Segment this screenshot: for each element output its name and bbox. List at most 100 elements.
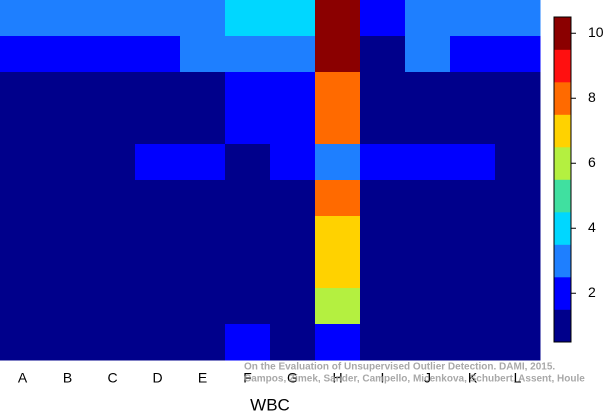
heatmap-cell	[405, 72, 451, 109]
heatmap-cell	[0, 324, 46, 361]
heatmap-cell	[180, 72, 226, 109]
heatmap-cell	[450, 72, 496, 109]
heatmap-cell	[45, 216, 91, 253]
colorbar-band	[554, 114, 571, 148]
heatmap-cell	[450, 180, 496, 217]
x-tick-label: J	[424, 370, 431, 386]
heatmap-cell	[315, 180, 361, 217]
heatmap-cell	[405, 144, 451, 181]
heatmap-cell	[495, 36, 541, 73]
heatmap-cell	[495, 0, 541, 37]
heatmap-cell	[360, 216, 406, 253]
heatmap-cell	[135, 216, 181, 253]
heatmap-cell	[180, 288, 226, 325]
heatmap-cell	[315, 288, 361, 325]
heatmap-cell	[135, 324, 181, 361]
heatmap-cell	[360, 252, 406, 289]
heatmap-cell	[45, 72, 91, 109]
heatmap-cell	[45, 324, 91, 361]
heatmap-cell	[135, 0, 181, 37]
heatmap-cell	[315, 324, 361, 361]
heatmap-cell	[45, 144, 91, 181]
heatmap-cell	[45, 288, 91, 325]
heatmap-cell	[360, 144, 406, 181]
heatmap-cell	[90, 288, 136, 325]
heatmap-cell	[180, 180, 226, 217]
colorbar-band	[554, 277, 571, 310]
x-tick-label: B	[63, 370, 72, 386]
heatmap-cell	[90, 0, 136, 37]
heatmap-cell	[90, 180, 136, 217]
heatmap-cell	[450, 108, 496, 145]
heatmap-cell	[225, 36, 271, 73]
heatmap-cell	[225, 108, 271, 145]
heatmap-cell	[135, 252, 181, 289]
colorbar-tick-label: 2	[588, 284, 596, 300]
colorbar-band	[554, 49, 571, 83]
heatmap-cell	[360, 180, 406, 217]
heatmap-cell	[180, 108, 226, 145]
heatmap-cell	[180, 252, 226, 289]
heatmap-cell	[0, 72, 46, 109]
heatmap-cell	[495, 324, 541, 361]
x-tick-label: H	[332, 370, 342, 386]
heatmap-cell	[405, 252, 451, 289]
heatmap-cell	[450, 288, 496, 325]
heatmap-cell	[45, 108, 91, 145]
heatmap-cell	[0, 288, 46, 325]
heatmap-cell	[0, 252, 46, 289]
annotation: Campos, Zimek, Sander, Campello, Micenko…	[244, 374, 585, 385]
heatmap-cell	[315, 108, 361, 145]
heatmap-cell	[225, 144, 271, 181]
x-tick-label: I	[381, 370, 385, 386]
heatmap-cell	[45, 36, 91, 73]
heatmap-cell	[405, 216, 451, 253]
colorbar-tick-label: 10	[588, 24, 604, 40]
heatmap-cell	[270, 0, 316, 37]
colorbar-band	[554, 309, 571, 343]
heatmap-cell	[405, 324, 451, 361]
heatmap-cell	[0, 180, 46, 217]
heatmap-cell	[135, 36, 181, 73]
heatmap-cell	[270, 324, 316, 361]
heatmap-cell	[0, 216, 46, 253]
heatmap-cell	[90, 252, 136, 289]
heatmap-cell	[450, 0, 496, 37]
heatmap-cell	[495, 252, 541, 289]
heatmap-cell	[495, 288, 541, 325]
heatmap-cell	[270, 36, 316, 73]
heatmap-cell	[315, 252, 361, 289]
colorbar-frame	[553, 16, 572, 343]
heatmap-cell	[270, 180, 316, 217]
heatmap-cell	[90, 36, 136, 73]
colorbar-band	[554, 179, 571, 213]
colorbar-band	[554, 212, 571, 245]
heatmap-cell	[0, 144, 46, 181]
heatmap-cell	[270, 252, 316, 289]
x-tick-label: C	[107, 370, 117, 386]
heatmap-cell	[450, 216, 496, 253]
heatmap-cell	[135, 144, 181, 181]
heatmap-cell	[315, 216, 361, 253]
heatmap-cell	[135, 108, 181, 145]
heatmap-cell	[405, 288, 451, 325]
heatmap-cell	[405, 108, 451, 145]
heatmap-cell	[0, 108, 46, 145]
heatmap-cell	[270, 108, 316, 145]
x-tick-label: L	[514, 370, 522, 386]
heatmap-cell	[180, 0, 226, 37]
colorbar-band	[554, 147, 571, 180]
heatmap-cell	[360, 36, 406, 73]
heatmap-cell	[450, 324, 496, 361]
heatmap-cell	[450, 36, 496, 73]
heatmap-cell	[90, 324, 136, 361]
heatmap-cell	[225, 0, 271, 37]
heatmap-cell	[405, 0, 451, 37]
x-tick-label: K	[468, 370, 478, 386]
heatmap-cell	[0, 0, 46, 37]
colorbar-band	[554, 17, 571, 50]
heatmap-cell	[270, 144, 316, 181]
heatmap-cell	[225, 180, 271, 217]
heatmap-cell	[90, 216, 136, 253]
